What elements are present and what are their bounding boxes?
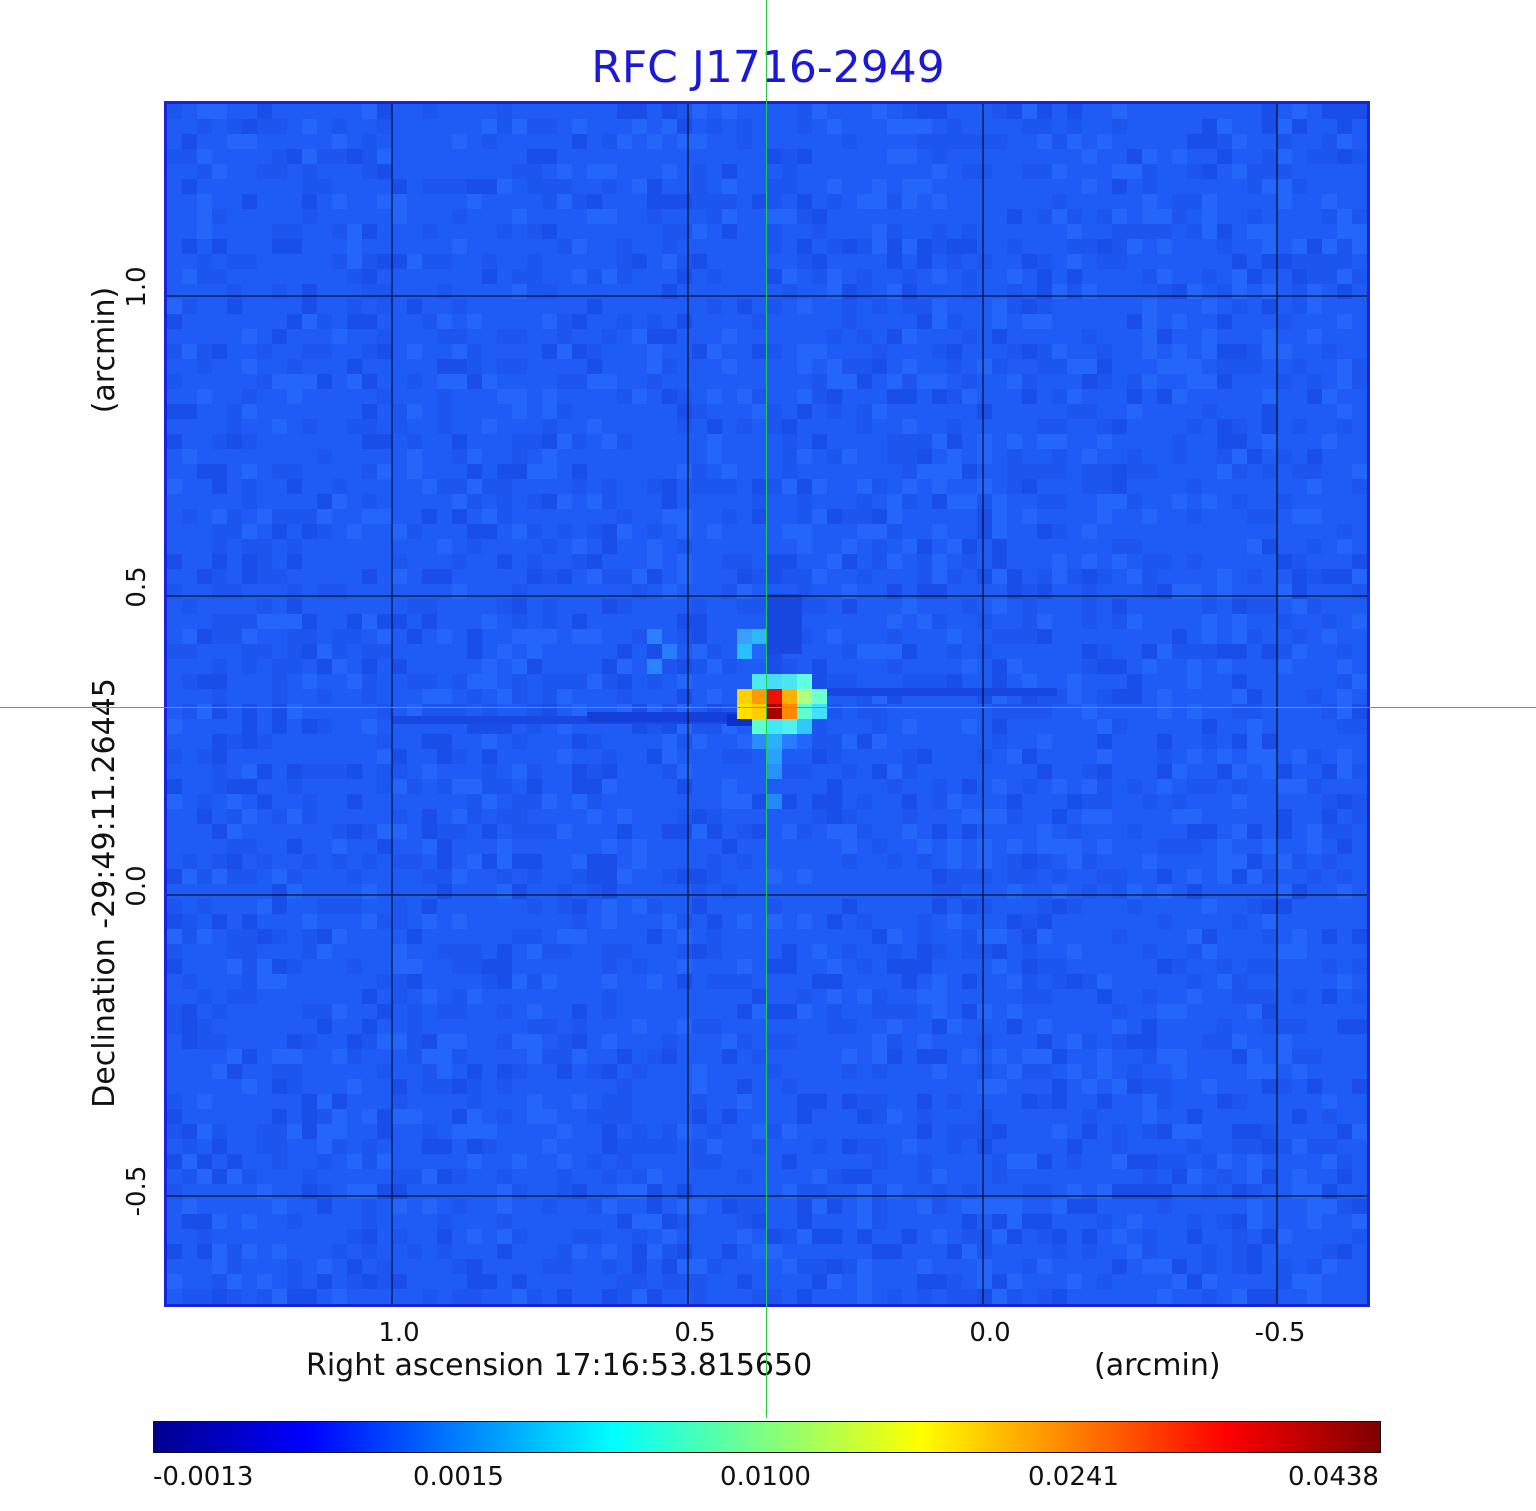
coordinate-grid [167, 104, 1367, 1304]
x-tick-label: 0.0 [969, 1318, 1011, 1348]
colorbar-label: 0.0015 [413, 1462, 504, 1492]
radio-map-panel[interactable] [164, 101, 1370, 1307]
image-title: RFC J1716-2949 [591, 42, 945, 93]
y-axis-unit: (arcmin) [87, 286, 122, 414]
colorbar-label: -0.0013 [153, 1462, 254, 1492]
y-tick-label: 0.0 [122, 865, 152, 907]
y-tick-label: 1.0 [122, 266, 152, 308]
y-tick-label: 0.5 [122, 566, 152, 608]
y-tick-label: -0.5 [122, 1165, 152, 1217]
map-noise [167, 104, 1367, 1304]
x-tick-label: -0.5 [1254, 1318, 1306, 1348]
crosshair-horizontal [0, 707, 1536, 708]
colorbar [153, 1421, 1381, 1453]
colorbar-label: 0.0100 [720, 1462, 811, 1492]
colorbar-label: 0.0241 [1028, 1462, 1119, 1492]
colorbar-label: 0.0438 [1288, 1462, 1379, 1492]
radio-map-image [167, 104, 1367, 1304]
x-axis-label: Right ascension 17:16:53.815650 [306, 1348, 813, 1383]
x-axis-unit: (arcmin) [1094, 1348, 1221, 1383]
x-tick-label: 1.0 [378, 1318, 420, 1348]
x-tick-label: 0.5 [674, 1318, 716, 1348]
y-axis-label: Declination -29:49:11.26445 [87, 678, 122, 1108]
crosshair-vertical [766, 0, 767, 1418]
